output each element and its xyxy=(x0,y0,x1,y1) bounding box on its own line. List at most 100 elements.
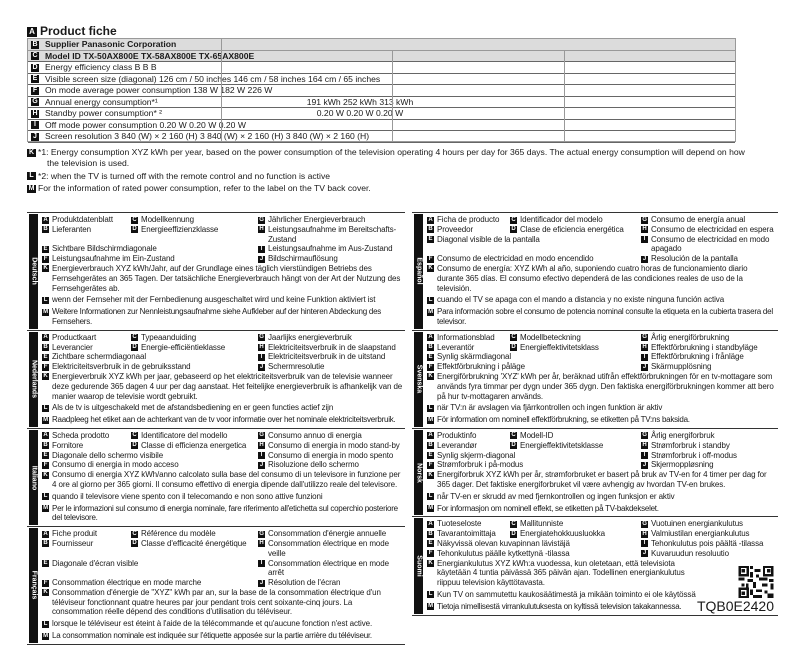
letter-badge-j: J xyxy=(258,461,265,469)
letter-badge-k: K xyxy=(427,265,434,273)
letter-badge-f: F xyxy=(427,363,434,371)
language-name: Español xyxy=(415,257,422,285)
letter-badge-a: A xyxy=(42,216,49,224)
item-i: I Effektförbrukning i frånläge xyxy=(641,352,776,362)
table-row: D Energy efficiency class B B B xyxy=(28,62,735,74)
item-f: F Consumo di energia in modo acceso xyxy=(42,460,255,470)
item-label: Modell-ID xyxy=(520,430,554,440)
language-name: Italiano xyxy=(30,465,37,490)
letter-badge-l: L xyxy=(42,493,49,501)
letter-badge-c: C xyxy=(131,334,138,342)
item-label: Effektförbrukning i påläge xyxy=(437,362,525,372)
note-k: K Consommation d'énergie de "XYZ" kWh par… xyxy=(42,588,403,617)
item-f: F Effektförbrukning i påläge xyxy=(427,362,638,372)
item-e: E Näkyvissä olevan kuvapinnan lävistäjä xyxy=(427,539,638,549)
footnote-text: *1: Energy consumption XYZ kWh per year,… xyxy=(38,147,745,157)
letter-badge-i: I xyxy=(258,560,265,567)
letter-badge-j: J xyxy=(641,461,648,469)
letter-badge-i: I xyxy=(258,353,265,361)
item-c: C Modellbeteckning xyxy=(510,333,638,343)
item-label: Consumo di energia in modo stand-by xyxy=(268,440,400,450)
note-text: Consommation d'énergie de "XYZ" kWh par … xyxy=(52,587,381,617)
language-section-nederlands: Nederlands A Productkaart C Typeaanduiding G J… xyxy=(27,331,405,429)
item-label: Informationsblad xyxy=(437,332,495,342)
note-m: M La consommation nominale est indiquée s… xyxy=(42,631,403,641)
item-j: J Bildschirmauflösung xyxy=(258,254,403,264)
item-h: H Strømforbruk i standby xyxy=(641,441,776,451)
language-panel-left: Deutsch A Produktdatenblatt C Modellkennung G… xyxy=(27,212,405,645)
item-c: C Référence du modèle xyxy=(131,529,255,539)
item-label: Effektförbrukning i frånläge xyxy=(651,352,744,362)
item-label: Productkaart xyxy=(52,332,97,342)
note-m: M Raadpleeg het etiket aan de achterkant … xyxy=(42,415,403,425)
item-c: C Typeaanduiding xyxy=(131,333,255,343)
item-a: A Fiche produit xyxy=(42,529,128,539)
letter-badge-e: E xyxy=(42,452,49,460)
note-text: Consumo de energía: XYZ kWh al año, supo… xyxy=(437,263,748,293)
item-h: H Consumo di energia in modo stand-by xyxy=(258,441,403,451)
letter-badge: G xyxy=(31,98,39,106)
item-label: Vuotuinen energiankulutus xyxy=(651,519,743,529)
item-label: Diagonale d'écran visible xyxy=(52,558,139,568)
item-j: J Résolution de l'écran xyxy=(258,578,403,588)
language-name: Svenska xyxy=(415,365,422,394)
item-b: B Lieferanten xyxy=(42,225,128,245)
row-label: Off mode power consumption 0.20 W 0.20 W… xyxy=(45,119,246,130)
letter-badge-l: L xyxy=(427,296,434,304)
item-e: E Sichtbare Bildschirmdiagonale xyxy=(42,244,255,254)
item-label: Årlig energiförbrukning xyxy=(651,332,730,342)
item-label: Consumo di energia in modo acceso xyxy=(52,460,179,470)
note-text: Raadpleeg het etiket aan de achterkant v… xyxy=(52,415,396,425)
item-label: Clase de eficiencia energética xyxy=(520,224,624,234)
column-divider xyxy=(221,39,222,141)
item-e: E Diagonal visible de la pantalla xyxy=(427,235,638,255)
footnote: M For the information of rated power cons… xyxy=(27,183,797,194)
letter-badge: J xyxy=(31,132,39,141)
item-label: Elektriciteitsverbruik in de gebruikssta… xyxy=(52,362,191,372)
letter-badge-a: A xyxy=(427,334,434,342)
item-d: D Classe di efficienza energetica xyxy=(131,441,255,451)
item-label: Tehonkulutus pois päältä -tilassa xyxy=(651,538,764,548)
letter-badge-b: B xyxy=(42,540,49,548)
note-text: när TV:n är avslagen via fjärrkontrollen… xyxy=(437,403,663,413)
item-j: J Kuvaruudun resoluutio xyxy=(641,549,776,559)
item-label: Proveedor xyxy=(437,224,474,234)
item-g: G Consommation d'énergie annuelle xyxy=(258,529,403,539)
note-text: Energiförbrukning 'XYZ' kWh per år, berä… xyxy=(437,371,774,401)
note-text: cuando el TV se apaga con el mando a dis… xyxy=(437,295,725,305)
item-d: D Energieffektivitetsklasse xyxy=(510,441,638,451)
item-e: E Diagonale d'écran visible xyxy=(42,559,255,579)
item-label: Résolution de l'écran xyxy=(268,578,341,588)
letter-badge-m: M xyxy=(42,505,49,513)
item-label: Diagonal visible de la pantalla xyxy=(437,234,540,244)
item-label: Scheda prodotto xyxy=(52,430,110,440)
letter-badge-j: J xyxy=(258,363,265,371)
item-c: C Mallitunniste xyxy=(510,519,638,529)
item-label: Fournisseur xyxy=(52,538,94,548)
letter-badge-a: A xyxy=(42,334,49,342)
letter-badge-e: E xyxy=(427,452,434,460)
letter-badge-m: M xyxy=(42,632,49,640)
item-label: Leistungsaufnahme im Ein-Zustand xyxy=(52,254,175,264)
letter-badge: A xyxy=(27,26,37,37)
language-section-norsk: Norsk A Produktinfo C Modell-ID G Årlig energi… xyxy=(412,429,778,518)
table-row: I Off mode power consumption 0.20 W 0.20 … xyxy=(28,119,735,131)
letter-badge-d: D xyxy=(131,442,138,450)
item-label: Consumo di energia in modo spento xyxy=(268,450,394,460)
item-label: Energieffektivitetsklass xyxy=(520,342,599,352)
letter-badge-b: B xyxy=(427,344,434,352)
item-label: Fornitore xyxy=(52,440,84,450)
letter-badge-d: D xyxy=(510,442,517,450)
letter-badge-c: C xyxy=(510,520,517,528)
item-label: Jährlicher Energieverbrauch xyxy=(268,215,366,224)
letter-badge-g: G xyxy=(641,432,648,440)
row-value: 191 kWh 252 kWh 313 kWh xyxy=(306,96,414,107)
row-label: Annual energy consumption*¹ xyxy=(45,96,158,107)
item-label: Energiatehokkuusluokka xyxy=(520,529,605,539)
letter-badge-h: H xyxy=(641,442,648,450)
item-label: Consumo annuo di energia xyxy=(268,430,362,440)
letter-badge-f: F xyxy=(42,255,49,263)
item-label: Typeaanduiding xyxy=(141,332,197,342)
footnote: K *1: Energy consumption XYZ kWh per year… xyxy=(27,147,797,169)
item-label: Energieeffizienzklasse xyxy=(141,224,219,234)
